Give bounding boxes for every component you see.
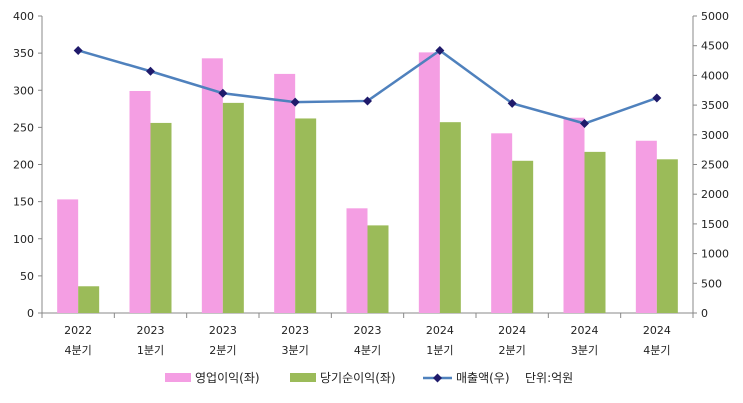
net-income-bar xyxy=(295,118,317,313)
x-tick-label-year: 2024 xyxy=(643,324,671,337)
revenue-point xyxy=(580,119,589,129)
x-tick-label-quarter: 3분기 xyxy=(571,344,598,357)
operating-profit-bar xyxy=(563,117,585,313)
left-tick-label: 400 xyxy=(13,10,34,23)
x-tick-label-year: 2024 xyxy=(498,324,526,337)
left-tick-label: 200 xyxy=(13,159,34,172)
right-tick-label: 5000 xyxy=(701,10,729,23)
revenue-point xyxy=(652,93,662,103)
legend-label-revenue: 매출액(우) xyxy=(456,371,510,385)
left-tick-label: 50 xyxy=(20,270,34,283)
revenue-point xyxy=(363,96,372,106)
legend-label-net-income: 당기순이익(좌) xyxy=(320,371,396,385)
revenue-line xyxy=(73,45,662,129)
right-tick-label: 1500 xyxy=(701,218,729,231)
x-tick-label-quarter: 1분기 xyxy=(137,344,164,357)
right-tick-label: 500 xyxy=(701,277,722,290)
x-tick-label-quarter: 1분기 xyxy=(426,344,453,357)
operating-profit-bar xyxy=(274,73,296,313)
right-tick-label: 2000 xyxy=(701,188,729,201)
revenue-point xyxy=(73,45,83,55)
x-tick-label-quarter: 3분기 xyxy=(282,344,309,357)
unit-note: 단위:억원 xyxy=(525,371,573,385)
right-tick-label: 4500 xyxy=(701,40,729,53)
legend-swatch-revenue-marker xyxy=(433,373,442,383)
left-tick-label: 250 xyxy=(13,121,34,134)
right-tick-label: 1000 xyxy=(701,248,729,261)
revenue-point xyxy=(435,45,445,55)
net-income-bar xyxy=(367,225,389,313)
right-tick-label: 3500 xyxy=(701,99,729,112)
legend: 영업이익(좌) 당기순이익(좌) 매출액(우) 단위:억원 xyxy=(165,371,573,385)
net-income-bar xyxy=(584,151,606,313)
revenue-point xyxy=(218,88,228,98)
x-tick-label-year: 2023 xyxy=(354,324,382,337)
x-tick-label-year: 2023 xyxy=(137,324,165,337)
right-tick-label: 4000 xyxy=(701,69,729,82)
right-tick-label: 0 xyxy=(701,307,708,320)
revenue-line-path xyxy=(77,48,658,125)
operating-profit-bar xyxy=(201,58,223,314)
net-income-bar xyxy=(222,102,244,313)
x-tick-label-year: 2023 xyxy=(209,324,237,337)
legend-swatch-operating-profit xyxy=(165,373,191,382)
right-tick-label: 2500 xyxy=(701,159,729,172)
operating-profit-bar xyxy=(418,52,440,313)
x-tick-label-year: 2024 xyxy=(571,324,599,337)
x-tick-label-quarter: 4분기 xyxy=(643,344,670,357)
x-tick-label-year: 2024 xyxy=(426,324,454,337)
operating-profit-bar xyxy=(491,133,513,313)
net-income-bar xyxy=(656,159,678,313)
net-income-bar xyxy=(512,160,534,313)
net-income-bar xyxy=(439,122,461,314)
axes: 0501001502002503003504000500100015002000… xyxy=(13,10,729,357)
x-tick-label-quarter: 2분기 xyxy=(209,344,236,357)
bars xyxy=(57,52,678,314)
left-tick-label: 150 xyxy=(13,196,34,209)
x-tick-label-quarter: 2분기 xyxy=(499,344,526,357)
right-tick-label: 3000 xyxy=(701,129,729,142)
operating-profit-bar xyxy=(129,90,151,314)
left-tick-label: 350 xyxy=(13,47,34,60)
operating-profit-bar xyxy=(346,208,368,313)
legend-label-operating-profit: 영업이익(좌) xyxy=(195,371,260,385)
x-tick-label-year: 2022 xyxy=(64,324,92,337)
x-tick-label-quarter: 4분기 xyxy=(65,344,92,357)
revenue-point xyxy=(507,98,517,108)
left-tick-label: 100 xyxy=(13,233,34,246)
net-income-bar xyxy=(78,286,100,313)
left-tick-label: 300 xyxy=(13,84,34,97)
left-tick-label: 0 xyxy=(27,307,34,320)
legend-swatch-net-income xyxy=(290,373,316,382)
operating-profit-bar xyxy=(57,199,79,313)
net-income-bar xyxy=(150,122,172,313)
x-tick-label-quarter: 4분기 xyxy=(354,344,381,357)
revenue-point xyxy=(290,97,300,107)
operating-profit-bar xyxy=(635,140,657,313)
x-tick-label-year: 2023 xyxy=(281,324,309,337)
revenue-point xyxy=(146,66,155,76)
